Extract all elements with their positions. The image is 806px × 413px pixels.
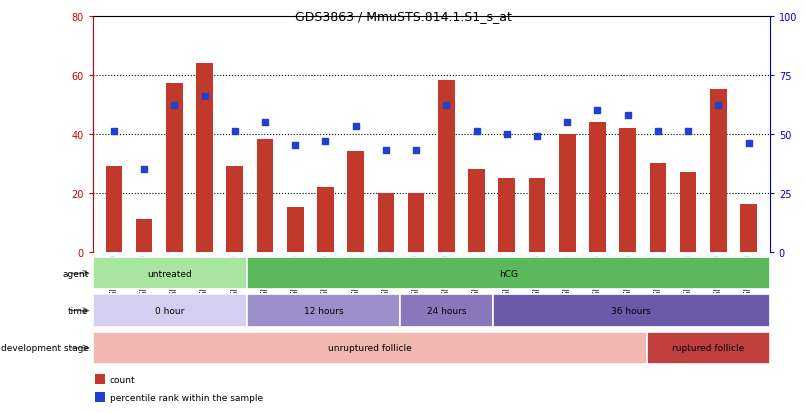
Text: hCG: hCG: [499, 269, 517, 278]
Bar: [93, 294, 247, 327]
Text: count: count: [110, 375, 135, 384]
Point: [682, 128, 695, 135]
Bar: [287, 208, 304, 252]
Point: [621, 112, 634, 119]
Point: [138, 166, 151, 173]
Point: [440, 103, 453, 109]
Bar: [679, 173, 696, 252]
Bar: [377, 193, 394, 252]
Bar: [106, 166, 123, 252]
Text: 24 hours: 24 hours: [427, 306, 467, 315]
Text: ruptured follicle: ruptured follicle: [672, 344, 744, 352]
Point: [712, 103, 725, 109]
Bar: [93, 332, 646, 364]
Bar: [247, 294, 401, 327]
Point: [228, 128, 241, 135]
Point: [259, 119, 272, 126]
Bar: [408, 193, 425, 252]
Text: 0 hour: 0 hour: [155, 306, 185, 315]
Bar: [196, 64, 213, 252]
Text: development stage: development stage: [1, 344, 89, 352]
Bar: [93, 257, 247, 290]
Bar: [646, 332, 770, 364]
Text: 12 hours: 12 hours: [304, 306, 343, 315]
Text: unruptured follicle: unruptured follicle: [328, 344, 412, 352]
Bar: [740, 205, 757, 252]
Bar: [226, 166, 243, 252]
Bar: [347, 152, 364, 252]
Point: [349, 124, 362, 131]
Bar: [498, 178, 515, 252]
Text: time: time: [68, 306, 89, 315]
Bar: [529, 178, 546, 252]
Text: untreated: untreated: [147, 269, 192, 278]
Text: agent: agent: [62, 269, 89, 278]
Point: [198, 93, 211, 100]
Bar: [559, 134, 575, 252]
Point: [409, 147, 422, 154]
Bar: [401, 294, 492, 327]
Point: [168, 103, 181, 109]
Bar: [492, 294, 770, 327]
Text: percentile rank within the sample: percentile rank within the sample: [110, 393, 263, 402]
Bar: [468, 169, 485, 252]
Text: 36 hours: 36 hours: [612, 306, 651, 315]
Bar: [650, 164, 667, 252]
Bar: [317, 187, 334, 252]
Point: [289, 143, 301, 150]
Text: GDS3863 / MmuSTS.814.1.S1_s_at: GDS3863 / MmuSTS.814.1.S1_s_at: [294, 10, 512, 23]
Bar: [438, 81, 455, 252]
Bar: [95, 374, 105, 384]
Point: [561, 119, 574, 126]
Point: [319, 138, 332, 145]
Bar: [256, 140, 273, 252]
Bar: [589, 122, 606, 252]
Point: [501, 131, 513, 138]
Point: [742, 140, 755, 147]
Bar: [619, 128, 636, 252]
Point: [380, 147, 393, 154]
Point: [530, 133, 543, 140]
Bar: [135, 220, 152, 252]
Bar: [710, 90, 727, 252]
Bar: [95, 392, 105, 402]
Point: [107, 128, 120, 135]
Point: [591, 107, 604, 114]
Point: [470, 128, 483, 135]
Point: [651, 128, 664, 135]
Bar: [247, 257, 770, 290]
Bar: [166, 84, 183, 252]
